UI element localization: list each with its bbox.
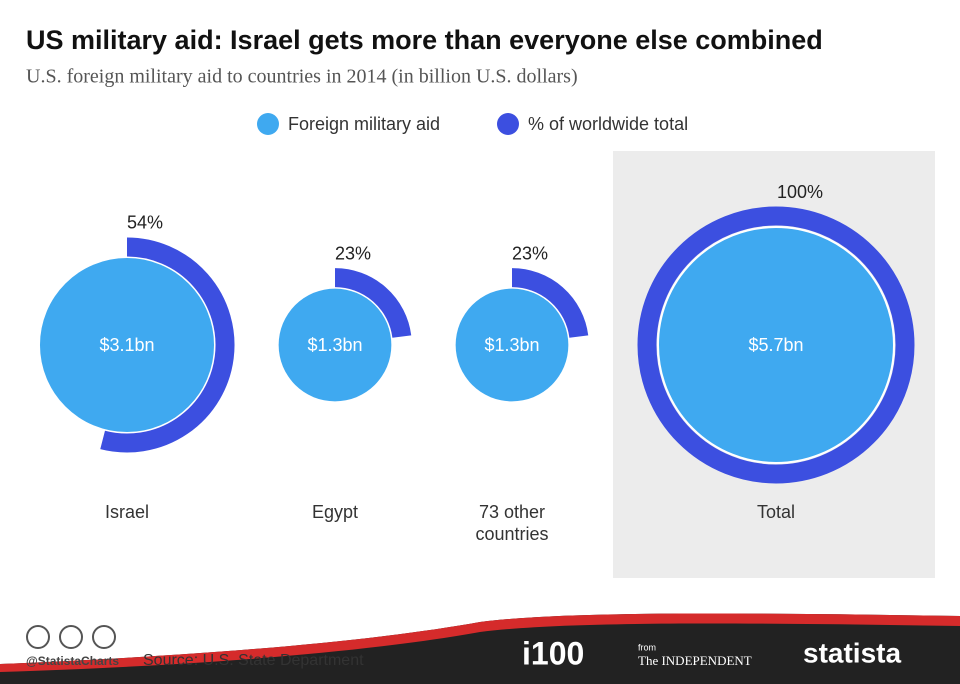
- chart-subtitle: U.S. foreign military aid to countries i…: [26, 66, 578, 88]
- source: Source: U.S. State Department: [143, 652, 364, 669]
- aid-bubble: [657, 226, 895, 464]
- category-label: Egypt: [311, 502, 359, 522]
- aid-bubble: [455, 288, 569, 402]
- percent-label: 23%: [512, 243, 548, 263]
- cc-icons: [26, 625, 116, 649]
- footer-band: [0, 613, 960, 684]
- category-label: Total: [756, 502, 796, 522]
- aid-label: $3.1bn: [99, 335, 154, 355]
- percent-arc: [100, 237, 235, 453]
- aid-bubble: [278, 288, 392, 402]
- aid-label: $5.7bn: [748, 335, 803, 355]
- logo-statista: statista: [803, 637, 901, 668]
- handle: @StatistaCharts: [26, 654, 119, 668]
- percent-arc: [334, 268, 412, 339]
- category-label: 73 other countries: [475, 502, 549, 544]
- legend-swatch: [257, 113, 279, 135]
- percent-arc: [511, 268, 589, 339]
- percent-label: 54%: [127, 213, 163, 233]
- aid-label: $1.3bn: [484, 335, 539, 355]
- aid-bubble: [39, 257, 215, 433]
- from: from: [638, 642, 656, 652]
- chart-title: US military aid: Israel gets more than e…: [26, 25, 823, 55]
- footer-swoosh: [0, 613, 960, 684]
- percent-ring: [637, 206, 915, 484]
- legend-label: % of worldwide total: [528, 114, 688, 134]
- logo-independent: The INDEPENDENT: [638, 653, 752, 668]
- legend-label: Foreign military aid: [288, 114, 440, 134]
- legend-swatch: [497, 113, 519, 135]
- percent-label: 23%: [335, 243, 371, 263]
- aid-label: $1.3bn: [307, 335, 362, 355]
- percent-label: 100%: [777, 182, 823, 202]
- category-label: Israel: [104, 502, 149, 522]
- logo-i100: i100: [522, 635, 584, 671]
